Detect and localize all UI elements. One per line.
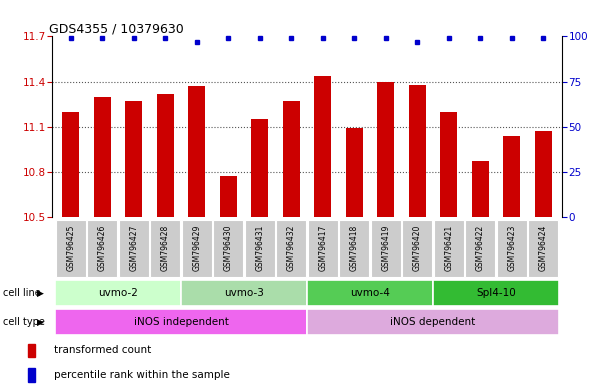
Text: GSM796429: GSM796429 [192,225,201,271]
Bar [535,131,552,217]
Text: GSM796419: GSM796419 [381,225,390,271]
Text: GDS4355 / 10379630: GDS4355 / 10379630 [49,22,184,35]
Bar [472,161,489,217]
Text: cell line: cell line [3,288,41,298]
Text: cell type: cell type [3,317,45,327]
FancyBboxPatch shape [402,220,433,277]
Bar [62,112,79,217]
Text: Spl4-10: Spl4-10 [476,288,516,298]
FancyBboxPatch shape [308,220,338,277]
Text: GSM796425: GSM796425 [67,225,75,271]
Text: GSM796428: GSM796428 [161,225,170,271]
FancyBboxPatch shape [465,220,496,277]
Bar [28,368,35,382]
Text: uvmo-2: uvmo-2 [98,288,138,298]
FancyBboxPatch shape [150,220,180,277]
Bar [283,101,300,217]
Text: uvmo-4: uvmo-4 [350,288,390,298]
Bar [377,82,395,217]
Text: ▶: ▶ [37,318,44,326]
Text: GSM796418: GSM796418 [349,225,359,271]
FancyBboxPatch shape [433,280,559,306]
Text: GSM796417: GSM796417 [318,225,327,271]
FancyBboxPatch shape [434,220,464,277]
Text: uvmo-3: uvmo-3 [224,288,264,298]
FancyBboxPatch shape [119,220,149,277]
Text: GSM796421: GSM796421 [444,225,453,271]
FancyBboxPatch shape [244,220,275,277]
Bar [125,101,142,217]
Text: ▶: ▶ [37,289,44,298]
Bar [346,128,363,217]
Text: GSM796426: GSM796426 [98,225,107,271]
FancyBboxPatch shape [528,220,558,277]
Text: iNOS independent: iNOS independent [134,317,229,327]
Text: GSM796432: GSM796432 [287,225,296,271]
Bar [503,136,521,217]
Bar [251,119,268,217]
Bar [409,84,426,217]
Bar [156,94,174,217]
Text: percentile rank within the sample: percentile rank within the sample [54,370,230,380]
Text: GSM796424: GSM796424 [539,225,547,271]
Text: GSM796427: GSM796427 [130,225,138,271]
FancyBboxPatch shape [55,309,307,335]
FancyBboxPatch shape [307,280,433,306]
FancyBboxPatch shape [56,220,86,277]
Text: GSM796422: GSM796422 [476,225,485,271]
Bar [314,76,331,217]
Text: GSM796420: GSM796420 [413,225,422,271]
Text: GSM796423: GSM796423 [507,225,516,271]
FancyBboxPatch shape [339,220,370,277]
FancyBboxPatch shape [307,309,559,335]
FancyBboxPatch shape [497,220,527,277]
Bar [188,86,205,217]
Bar [440,112,458,217]
FancyBboxPatch shape [87,220,117,277]
Bar [219,176,237,217]
Text: transformed count: transformed count [54,346,151,356]
FancyBboxPatch shape [213,220,243,277]
FancyBboxPatch shape [371,220,401,277]
FancyBboxPatch shape [181,280,307,306]
FancyBboxPatch shape [276,220,306,277]
Text: GSM796430: GSM796430 [224,225,233,271]
Text: GSM796431: GSM796431 [255,225,265,271]
Bar [93,97,111,217]
Text: iNOS dependent: iNOS dependent [390,317,475,327]
FancyBboxPatch shape [181,220,212,277]
FancyBboxPatch shape [55,280,181,306]
Bar [28,344,35,358]
